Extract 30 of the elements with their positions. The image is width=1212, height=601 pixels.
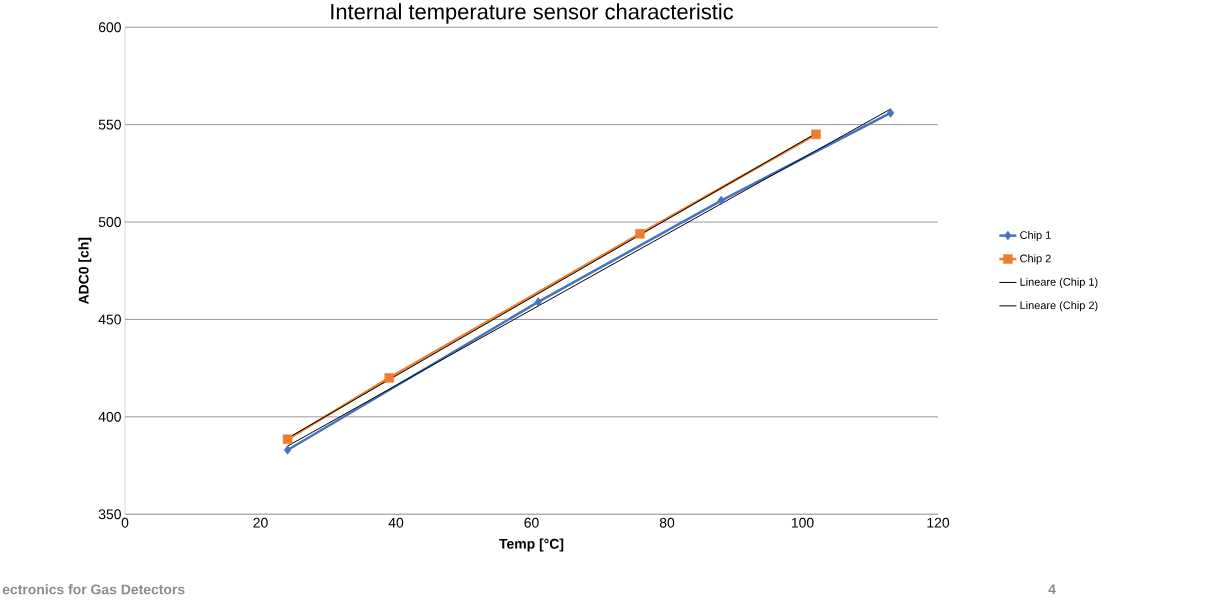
point	[635, 228, 645, 239]
y-tick-label: 350	[98, 509, 121, 520]
point	[284, 445, 292, 455]
point	[886, 108, 895, 118]
y-tick-label: 550	[98, 119, 121, 130]
y-tick-label: 450	[98, 314, 121, 325]
x-tick-label: 60	[524, 517, 539, 528]
y-axis-title: ADC0 [ch]	[78, 237, 92, 304]
x-tick-label: 20	[253, 517, 268, 528]
point	[384, 373, 394, 383]
x-tick-label: 100	[791, 517, 814, 528]
point	[811, 129, 821, 139]
text: 4	[1048, 584, 1056, 594]
legend-label: Lineare (Chip 2)	[1020, 301, 1098, 312]
text: ectronics for Gas Detectors	[2, 584, 185, 595]
y-tick-label: 400	[98, 411, 121, 422]
chart-title: Internal temperature sensor characteristic	[331, 3, 734, 24]
x-tick-label: 120	[927, 517, 950, 528]
x-tick-label: 40	[388, 517, 404, 528]
legend-label: Chip 2	[1020, 254, 1051, 265]
point	[534, 297, 542, 307]
x-tick-label: 80	[659, 517, 675, 528]
point	[282, 434, 293, 444]
legend-label: Lineare (Chip 1)	[1020, 277, 1098, 288]
legend-label: Chip 1	[1020, 230, 1051, 241]
point	[717, 195, 725, 206]
x-tick-label: 0	[121, 517, 129, 528]
y-tick-label: 500	[98, 216, 121, 227]
x-axis-title: Temp [°C]	[499, 538, 564, 552]
y-tick-label: 600	[98, 22, 121, 33]
